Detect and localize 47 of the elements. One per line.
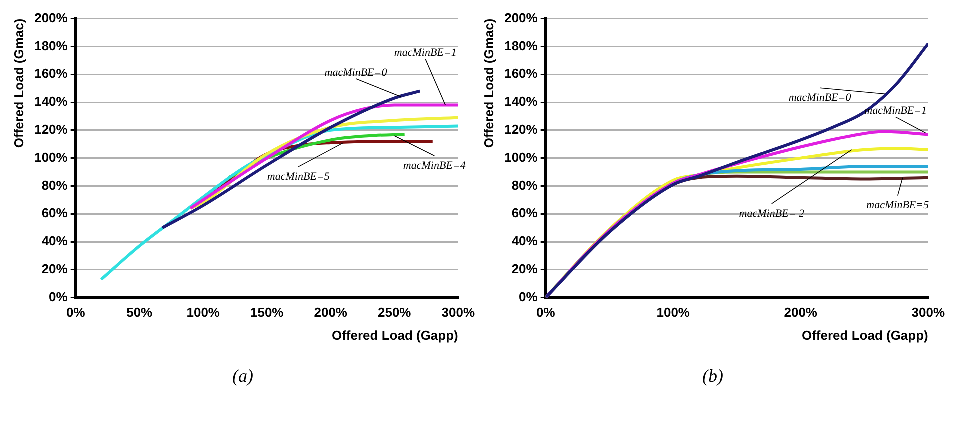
x-tick-label: 300% xyxy=(442,305,476,320)
y-tick-label: 20% xyxy=(512,261,538,276)
x-tick-label: 300% xyxy=(912,305,946,320)
y-tick-label: 80% xyxy=(512,178,538,193)
y-axis-title: Offered Load (Gmac) xyxy=(481,18,496,148)
y-tick-label: 120% xyxy=(34,122,68,137)
y-tick-label: 0% xyxy=(519,289,538,304)
y-tick-label: 60% xyxy=(512,206,538,221)
y-tick-label: 140% xyxy=(34,94,68,110)
y-tick-label: 100% xyxy=(504,150,538,165)
y-tick-label: 20% xyxy=(42,261,68,276)
annotation: macMinBE=0 xyxy=(324,66,388,79)
y-tick-label: 40% xyxy=(512,234,538,249)
annotation: macMinBE=5 xyxy=(866,200,930,212)
y-tick-label: 160% xyxy=(34,66,68,82)
y-tick-label: 180% xyxy=(504,38,538,54)
y-tick-label: 100% xyxy=(34,150,68,165)
y-tick-label: 120% xyxy=(504,122,538,137)
x-tick-label: 100% xyxy=(656,305,690,320)
annotation: macMinBE=0 xyxy=(788,92,852,104)
x-tick-label: 50% xyxy=(126,305,154,320)
x-tick-label: 200% xyxy=(784,305,818,320)
y-tick-label: 0% xyxy=(49,289,68,304)
y-tick-label: 180% xyxy=(34,38,68,54)
y-tick-label: 140% xyxy=(504,94,538,110)
text: (a) xyxy=(232,366,254,387)
annotation: macMinBE=1 xyxy=(394,47,457,60)
annotation: macMinBE=5 xyxy=(267,170,330,183)
y-tick-label: 160% xyxy=(504,66,538,82)
annotation: macMinBE=1 xyxy=(864,105,928,118)
x-axis-title: Offered Load (Gapp) xyxy=(802,328,928,343)
x-tick-label: 150% xyxy=(250,305,284,320)
x-tick-label: 200% xyxy=(314,305,348,320)
y-tick-label: 40% xyxy=(42,234,68,249)
annotation: macMinBE= 2 xyxy=(739,208,805,220)
x-tick-label: 0% xyxy=(66,305,86,320)
text: (b) xyxy=(702,366,724,387)
y-tick-label: 200% xyxy=(34,10,68,26)
y-tick-label: 80% xyxy=(42,178,68,193)
y-tick-label: 200% xyxy=(504,10,538,26)
x-tick-label: 0% xyxy=(536,305,556,320)
x-tick-label: 250% xyxy=(378,305,412,320)
y-axis-title: Offered Load (Gmac) xyxy=(11,18,26,148)
x-tick-label: 100% xyxy=(186,305,220,320)
x-axis-title: Offered Load (Gapp) xyxy=(332,328,458,343)
annotation: macMinBE=4 xyxy=(403,160,466,172)
y-tick-label: 60% xyxy=(42,206,68,221)
